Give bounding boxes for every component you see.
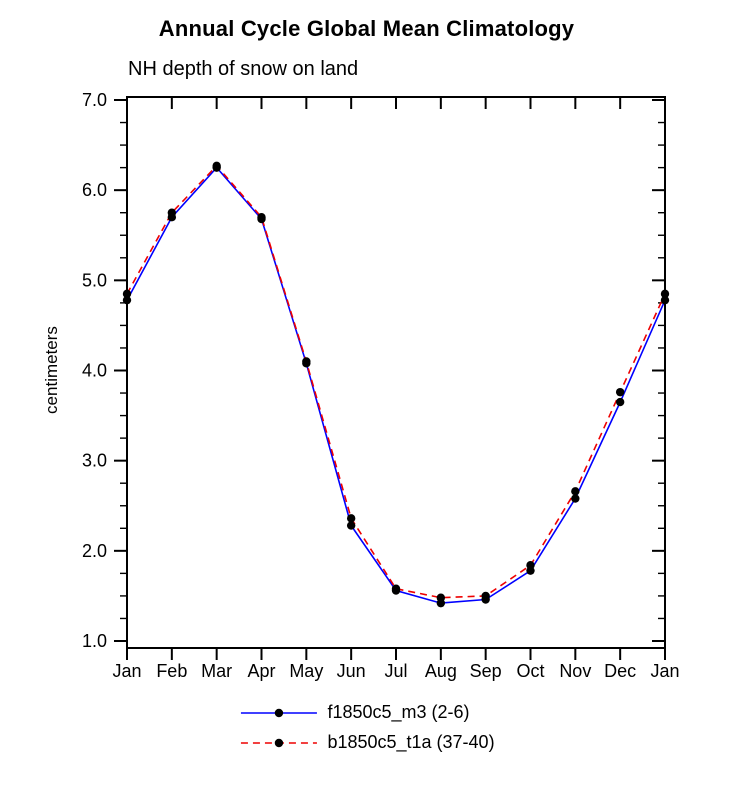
data-point-marker-series-0 [660,295,670,305]
series-line-0 [126,166,666,604]
x-tick-label: Jul [384,661,407,681]
x-tick-label: Aug [425,661,457,681]
y-tick-label: 1.0 [82,631,107,651]
x-tick-label: Jan [650,661,679,681]
y-tick-label: 3.0 [82,451,107,471]
plot-border [126,96,666,649]
legend-line-sample-0 [240,708,317,717]
chart-subtitle: NH depth of snow on land [128,58,359,80]
y-tick-label: 5.0 [82,270,107,290]
legend-line-sample-1 [240,738,317,747]
legend-label-series-0: f1850c5_m3 (2-6) [327,702,470,722]
x-tick-label: Dec [604,661,636,681]
legend: f1850c5_m3 (2-6) b1850c5_t1a (37-40) [238,702,495,753]
x-tick-label: Sep [470,661,502,681]
data-point-marker-series-1 [660,289,670,299]
data-point-marker-series-0 [571,494,580,503]
x-tick-label: Mar [201,661,232,681]
y-tick-label: 2.0 [82,541,107,561]
legend-label-series-1: b1850c5_t1a (37-40) [327,732,495,752]
data-point-marker-series-1 [391,584,401,593]
legend-item-series-0: f1850c5_m3 (2-6) [238,702,494,723]
x-tick-label: Oct [516,661,544,681]
data-point-marker-series-1 [257,213,266,222]
series-line-1 [126,164,666,599]
x-tick-label: May [289,661,323,681]
data-point-marker-series-0 [615,397,625,407]
y-tick-label: 7.0 [82,90,107,110]
legend-marker-1 [274,738,283,747]
x-tick-label: Jun [337,661,366,681]
data-point-marker-series-1 [167,208,177,217]
data-point-marker-series-1 [615,387,625,397]
y-tick-label: 6.0 [82,180,107,200]
data-point-marker-series-1 [481,591,490,601]
x-tick-label: Jan [112,661,141,681]
data-point-marker-series-1 [212,161,221,171]
data-point-marker-series-1 [526,561,535,570]
chart-title: Annual Cycle Global Mean Climatology [158,16,575,41]
data-point-marker-series-1 [346,514,356,523]
data-point-marker-series-0 [122,295,132,305]
data-point-marker-series-1 [436,593,446,602]
x-tick-label: Feb [156,661,187,681]
x-tick-label: Apr [247,661,275,681]
x-tick-label: Nov [559,661,591,681]
legend-marker-0 [274,708,283,717]
legend-item-series-1: b1850c5_t1a (37-40) [238,732,495,753]
data-point-marker-series-0 [346,521,356,530]
axes [114,96,666,660]
data-point-marker-series-1 [571,487,580,496]
data-point-marker-series-1 [302,357,311,366]
data-point-marker-series-1 [122,289,132,299]
y-tick-label: 4.0 [82,361,107,381]
